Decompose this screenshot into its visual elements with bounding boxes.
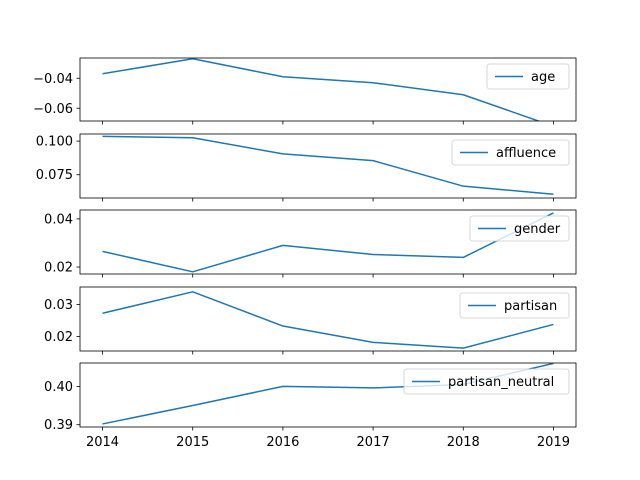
legend-label-partisan: partisan (504, 299, 557, 314)
legend-gender: gender (469, 215, 570, 242)
subplot-partisan: 0.03 0.02 partisan (44, 286, 577, 355)
legend-label-affluence: affluence (496, 146, 556, 161)
series-line-partisan (102, 291, 554, 349)
subplot-partisan_neutral: 0.40 0.39 partisan_neutral (44, 362, 577, 433)
legend-box-partisan_neutral (403, 368, 570, 395)
legend-box-affluence (451, 139, 570, 166)
subplot-affluence: 0.100 0.075 affluence (36, 133, 577, 202)
y-tick-label-partisan: 0.02 (44, 330, 73, 345)
x-tick-label: 2014 (86, 435, 119, 450)
y-tick-label-age: −0.04 (33, 72, 73, 87)
series-line-age (102, 58, 541, 121)
y-tick-label-partisan: 0.03 (44, 298, 73, 313)
axes-frame-age (79, 57, 577, 122)
y-tick-label-partisan_neutral: 0.40 (44, 380, 73, 395)
legend-box-gender (469, 215, 570, 242)
x-tick-label: 2017 (357, 435, 390, 450)
legend-affluence: affluence (451, 139, 570, 166)
subplot-gender: 0.04 0.02 gender (44, 209, 577, 278)
y-tick-label-gender: 0.04 (44, 212, 73, 227)
legend-age: age (486, 63, 570, 90)
y-tick-label-affluence: 0.075 (36, 168, 73, 183)
x-tick-label: 2019 (537, 435, 570, 450)
legend-partisan: partisan (459, 292, 570, 319)
legend-box-age (486, 63, 570, 90)
legend-label-partisan_neutral: partisan_neutral (448, 375, 554, 390)
series-line-affluence (102, 135, 554, 195)
x-tick-label: 2018 (447, 435, 480, 450)
axes-frame-affluence (79, 133, 577, 199)
x-tick-label: 2016 (266, 435, 299, 450)
y-tick-label-partisan_neutral: 0.39 (44, 418, 73, 433)
legend-partisan_neutral: partisan_neutral (403, 368, 570, 395)
legend-label-gender: gender (514, 222, 561, 237)
axes-frame-gender (79, 209, 577, 275)
axes-frame-partisan (79, 286, 577, 352)
y-tick-label-age: −0.06 (33, 102, 73, 117)
series-line-gender (102, 212, 554, 273)
legend-label-age: age (531, 70, 555, 85)
subplot-age: −0.04 −0.06 age (33, 57, 577, 125)
axes-frame-partisan_neutral (79, 362, 577, 428)
legend-box-partisan (459, 292, 570, 319)
y-tick-label-affluence: 0.100 (36, 135, 73, 150)
x-tick-label: 2015 (176, 435, 209, 450)
y-tick-label-gender: 0.02 (44, 261, 73, 276)
